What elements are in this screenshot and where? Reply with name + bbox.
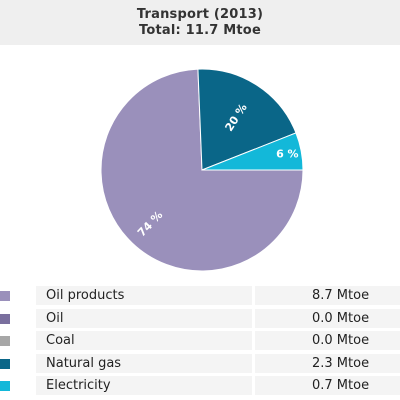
chart-header: Transport (2013) Total: 11.7 Mtoe: [0, 0, 400, 45]
legend-value-text-oil-products: 8.7 Mtoe: [312, 288, 370, 303]
legend-row-oil-products[interactable]: Oil products 8.7 Mtoe: [0, 285, 400, 308]
legend-row-electricity[interactable]: Electricity 0.7 Mtoe: [0, 375, 400, 398]
chart-title: Transport (2013): [136, 7, 264, 22]
legend-value-coal: 0.0 Mtoe: [255, 331, 400, 351]
legend-swatch-natural-gas: [0, 358, 10, 369]
legend-swatch-electricity: [0, 381, 10, 392]
legend-label-oil-products: Oil products: [36, 286, 252, 305]
legend-swatch-oil-products: [0, 291, 10, 301]
legend-label-natural-gas: Natural gas: [36, 353, 252, 373]
pie-label-electricity: 6 %: [276, 147, 299, 160]
legend-table: Oil products 8.7 Mtoe Oil 0.0 Mtoe Coal …: [0, 285, 400, 398]
pie-chart: 74 %20 %6 %: [100, 68, 304, 272]
legend-label-electricity: Electricity: [36, 376, 252, 396]
legend-row-natural-gas[interactable]: Natural gas 2.3 Mtoe: [0, 353, 400, 376]
chart-subtitle: Total: 11.7 Mtoe: [139, 23, 261, 38]
pie-slice-electricity[interactable]: [201, 132, 304, 171]
legend-value-natural-gas: 2.3 Mtoe: [255, 353, 400, 373]
legend-label-coal: Coal: [36, 331, 252, 351]
legend-row-oil[interactable]: Oil 0.0 Mtoe: [0, 308, 400, 331]
legend-value-text-coal: 0.0 Mtoe: [312, 333, 370, 349]
legend-value-oil: 0.0 Mtoe: [255, 308, 400, 328]
legend-value-electricity: 0.7 Mtoe: [255, 376, 400, 396]
legend-value-text-oil: 0.0 Mtoe: [312, 310, 370, 326]
legend-value-text-electricity: 0.7 Mtoe: [312, 378, 370, 394]
legend-value-oil-products: 8.7 Mtoe: [255, 286, 400, 305]
pie-slice-natural-gas[interactable]: [197, 68, 297, 171]
legend-value-text-natural-gas: 2.3 Mtoe: [312, 355, 370, 371]
legend-swatch-coal: [0, 336, 10, 347]
legend-label-oil: Oil: [36, 308, 252, 328]
legend-swatch-oil: [0, 313, 10, 324]
legend-row-coal[interactable]: Coal 0.0 Mtoe: [0, 330, 400, 353]
